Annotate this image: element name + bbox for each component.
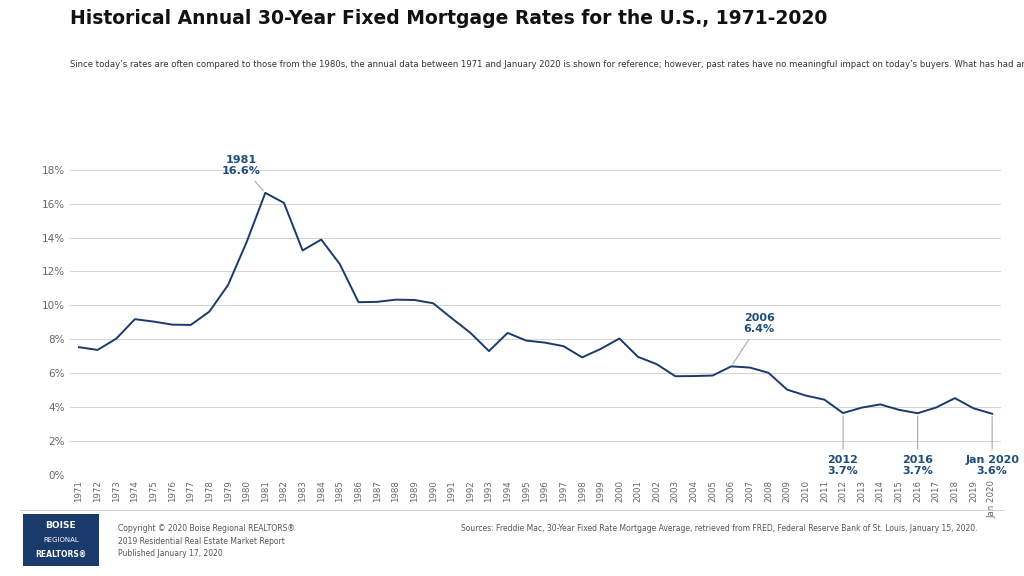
Text: BOISE: BOISE bbox=[46, 521, 76, 530]
Text: 2012
3.7%: 2012 3.7% bbox=[827, 416, 858, 476]
Text: 1981
16.6%: 1981 16.6% bbox=[221, 155, 263, 191]
Text: 2016
3.7%: 2016 3.7% bbox=[902, 416, 933, 476]
Text: 2006
6.4%: 2006 6.4% bbox=[733, 313, 775, 364]
Text: Copyright © 2020 Boise Regional REALTORS®
2019 Residential Real Estate Market Re: Copyright © 2020 Boise Regional REALTORS… bbox=[118, 524, 295, 558]
Text: Historical Annual 30-Year Fixed Mortgage Rates for the U.S., 1971-2020: Historical Annual 30-Year Fixed Mortgage… bbox=[70, 9, 827, 28]
Text: REALTORS®: REALTORS® bbox=[35, 550, 87, 559]
Text: Since today’s rates are often compared to those from the 1980s, the annual data : Since today’s rates are often compared t… bbox=[70, 60, 1024, 70]
Text: REGIONAL: REGIONAL bbox=[43, 537, 79, 543]
Text: Jan 2020
3.6%: Jan 2020 3.6% bbox=[966, 416, 1019, 476]
Text: Sources: Freddie Mac, 30-Year Fixed Rate Mortgage Average, retrieved from FRED, : Sources: Freddie Mac, 30-Year Fixed Rate… bbox=[461, 524, 977, 533]
